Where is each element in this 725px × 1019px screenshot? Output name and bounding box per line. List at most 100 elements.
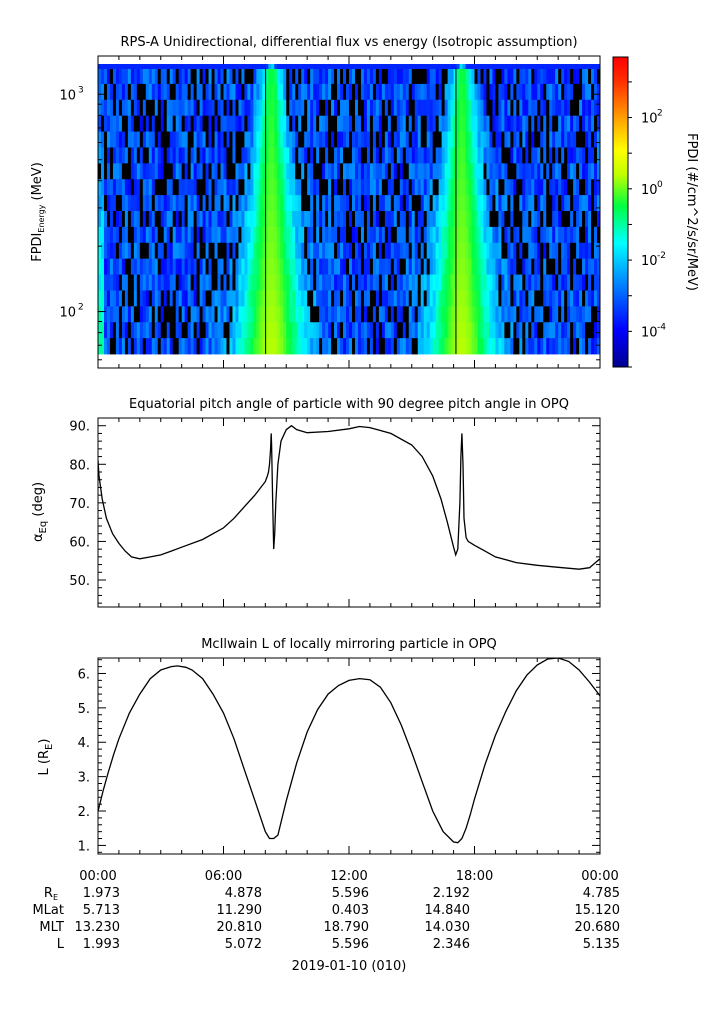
spectrogram-cell [507,211,511,228]
spectrogram-cell [301,147,305,164]
spectrogram-cell [519,195,523,212]
spectrogram-cell [471,258,475,275]
spectrogram-cell [528,163,532,180]
spectrogram-cell [304,338,308,355]
spectrogram-cell [414,226,419,244]
spectrogram-cell [184,274,189,291]
spectrogram-cell [172,163,177,180]
spectrogram-cell [447,163,451,180]
spectrogram-cell [328,306,332,323]
spectrogram-cell [576,195,580,212]
spectrogram-cell [384,226,389,244]
spectrogram-cell [142,131,147,148]
spectrogram-cell [354,163,359,180]
spectrogram-cell [307,147,311,164]
spectrogram-cell [265,242,269,260]
spectrogram-cell [325,338,329,355]
spectrogram-cell [426,226,431,244]
spectrogram-cell [241,258,245,275]
spectrogram-cell [510,211,514,228]
spectrogram-cell [346,211,350,228]
spectrogram-cell [154,163,159,180]
spectrogram-cell [414,64,419,69]
spectrogram-cell [432,322,437,339]
spectrogram-cell [582,274,586,291]
spectrogram-cell [522,290,526,307]
spectrogram-cell [124,68,129,85]
spectrogram-cell [546,147,550,164]
spectrogram-cell [109,99,114,117]
spectrogram-cell [444,99,449,117]
spectrogram-cell [510,64,514,69]
spectrogram-cell [399,131,404,148]
spectrogram-cell [462,64,466,69]
spectrogram-cell [145,179,150,196]
spectrogram-cell [334,195,338,212]
spectrogram-cell [340,274,344,291]
spectrogram-cell [474,83,478,101]
spectrogram-cell [205,147,209,164]
spectrogram-cell [396,306,401,323]
spectrogram-cell [271,64,275,69]
spectrogram-cell [337,64,341,69]
spectrogram-cell [184,211,189,228]
spectrogram-cell [366,258,371,275]
spectrogram-cell [444,68,449,85]
spectrogram-cell [378,195,383,212]
spectrogram-cell [286,274,290,291]
spectrogram-cell [229,179,233,196]
spectrogram-cell [100,322,105,339]
spectrogram-cell [151,131,156,148]
spectrogram-cell [492,115,496,132]
spectrogram-cell [187,226,192,244]
spectrogram-cell [319,322,323,339]
spectrogram-cell [142,64,147,69]
spectrogram-cell [127,211,132,228]
spectrogram-cell [537,179,541,196]
spectrogram-cell [393,83,398,101]
spectrogram-cell [426,274,431,291]
spectrogram-cell [537,211,541,228]
spectrogram-cell [387,322,392,339]
spectrogram-cell [136,64,141,69]
spectrogram-cell [187,83,192,101]
spectrogram-cell [130,179,135,196]
spectrogram-cell [130,290,135,307]
spectrogram-cell [181,163,186,180]
spectrogram-cell [411,258,416,275]
spectrogram-cell [115,147,120,164]
spectrogram-cell [354,242,359,260]
spectrogram-cell [453,179,457,196]
spectrogram-cell [492,211,496,228]
spectrogram-cell [510,99,514,117]
spectrogram-cell [247,68,251,85]
spectrogram-cell [220,179,224,196]
spectrogram-cell [331,163,335,180]
spectrogram-cell [477,115,481,132]
spectrogram-cell [163,258,168,275]
spectrogram-cell [184,290,189,307]
spectrogram-cell [402,211,407,228]
spectrogram-cell [280,179,284,196]
spectrogram-cell [561,306,565,323]
spectrogram-cell [516,99,520,117]
spectrogram-cell [148,226,153,244]
spectrogram-cell [507,83,511,101]
spectrogram-cell [301,115,305,132]
spectrogram-cell [226,179,230,196]
spectrogram-cell [501,64,505,69]
spectrogram-cell [217,68,221,85]
panel3-y-axis: 1.2.3.4.5.6. [78,659,600,854]
spectrogram-cell [319,258,323,275]
spectrogram-cell [420,338,425,355]
spectrogram-cell [103,290,108,307]
spectrogram-cell [208,322,212,339]
y-tick-label: 80. [69,458,90,473]
spectrogram-cell [432,195,437,212]
spectrogram-cell [202,274,206,291]
spectrogram-cell [262,115,266,132]
spectrogram-cell [486,211,490,228]
spectrogram-cell [277,322,281,339]
spectrogram-cell [564,211,568,228]
spectrogram-cell [295,290,299,307]
